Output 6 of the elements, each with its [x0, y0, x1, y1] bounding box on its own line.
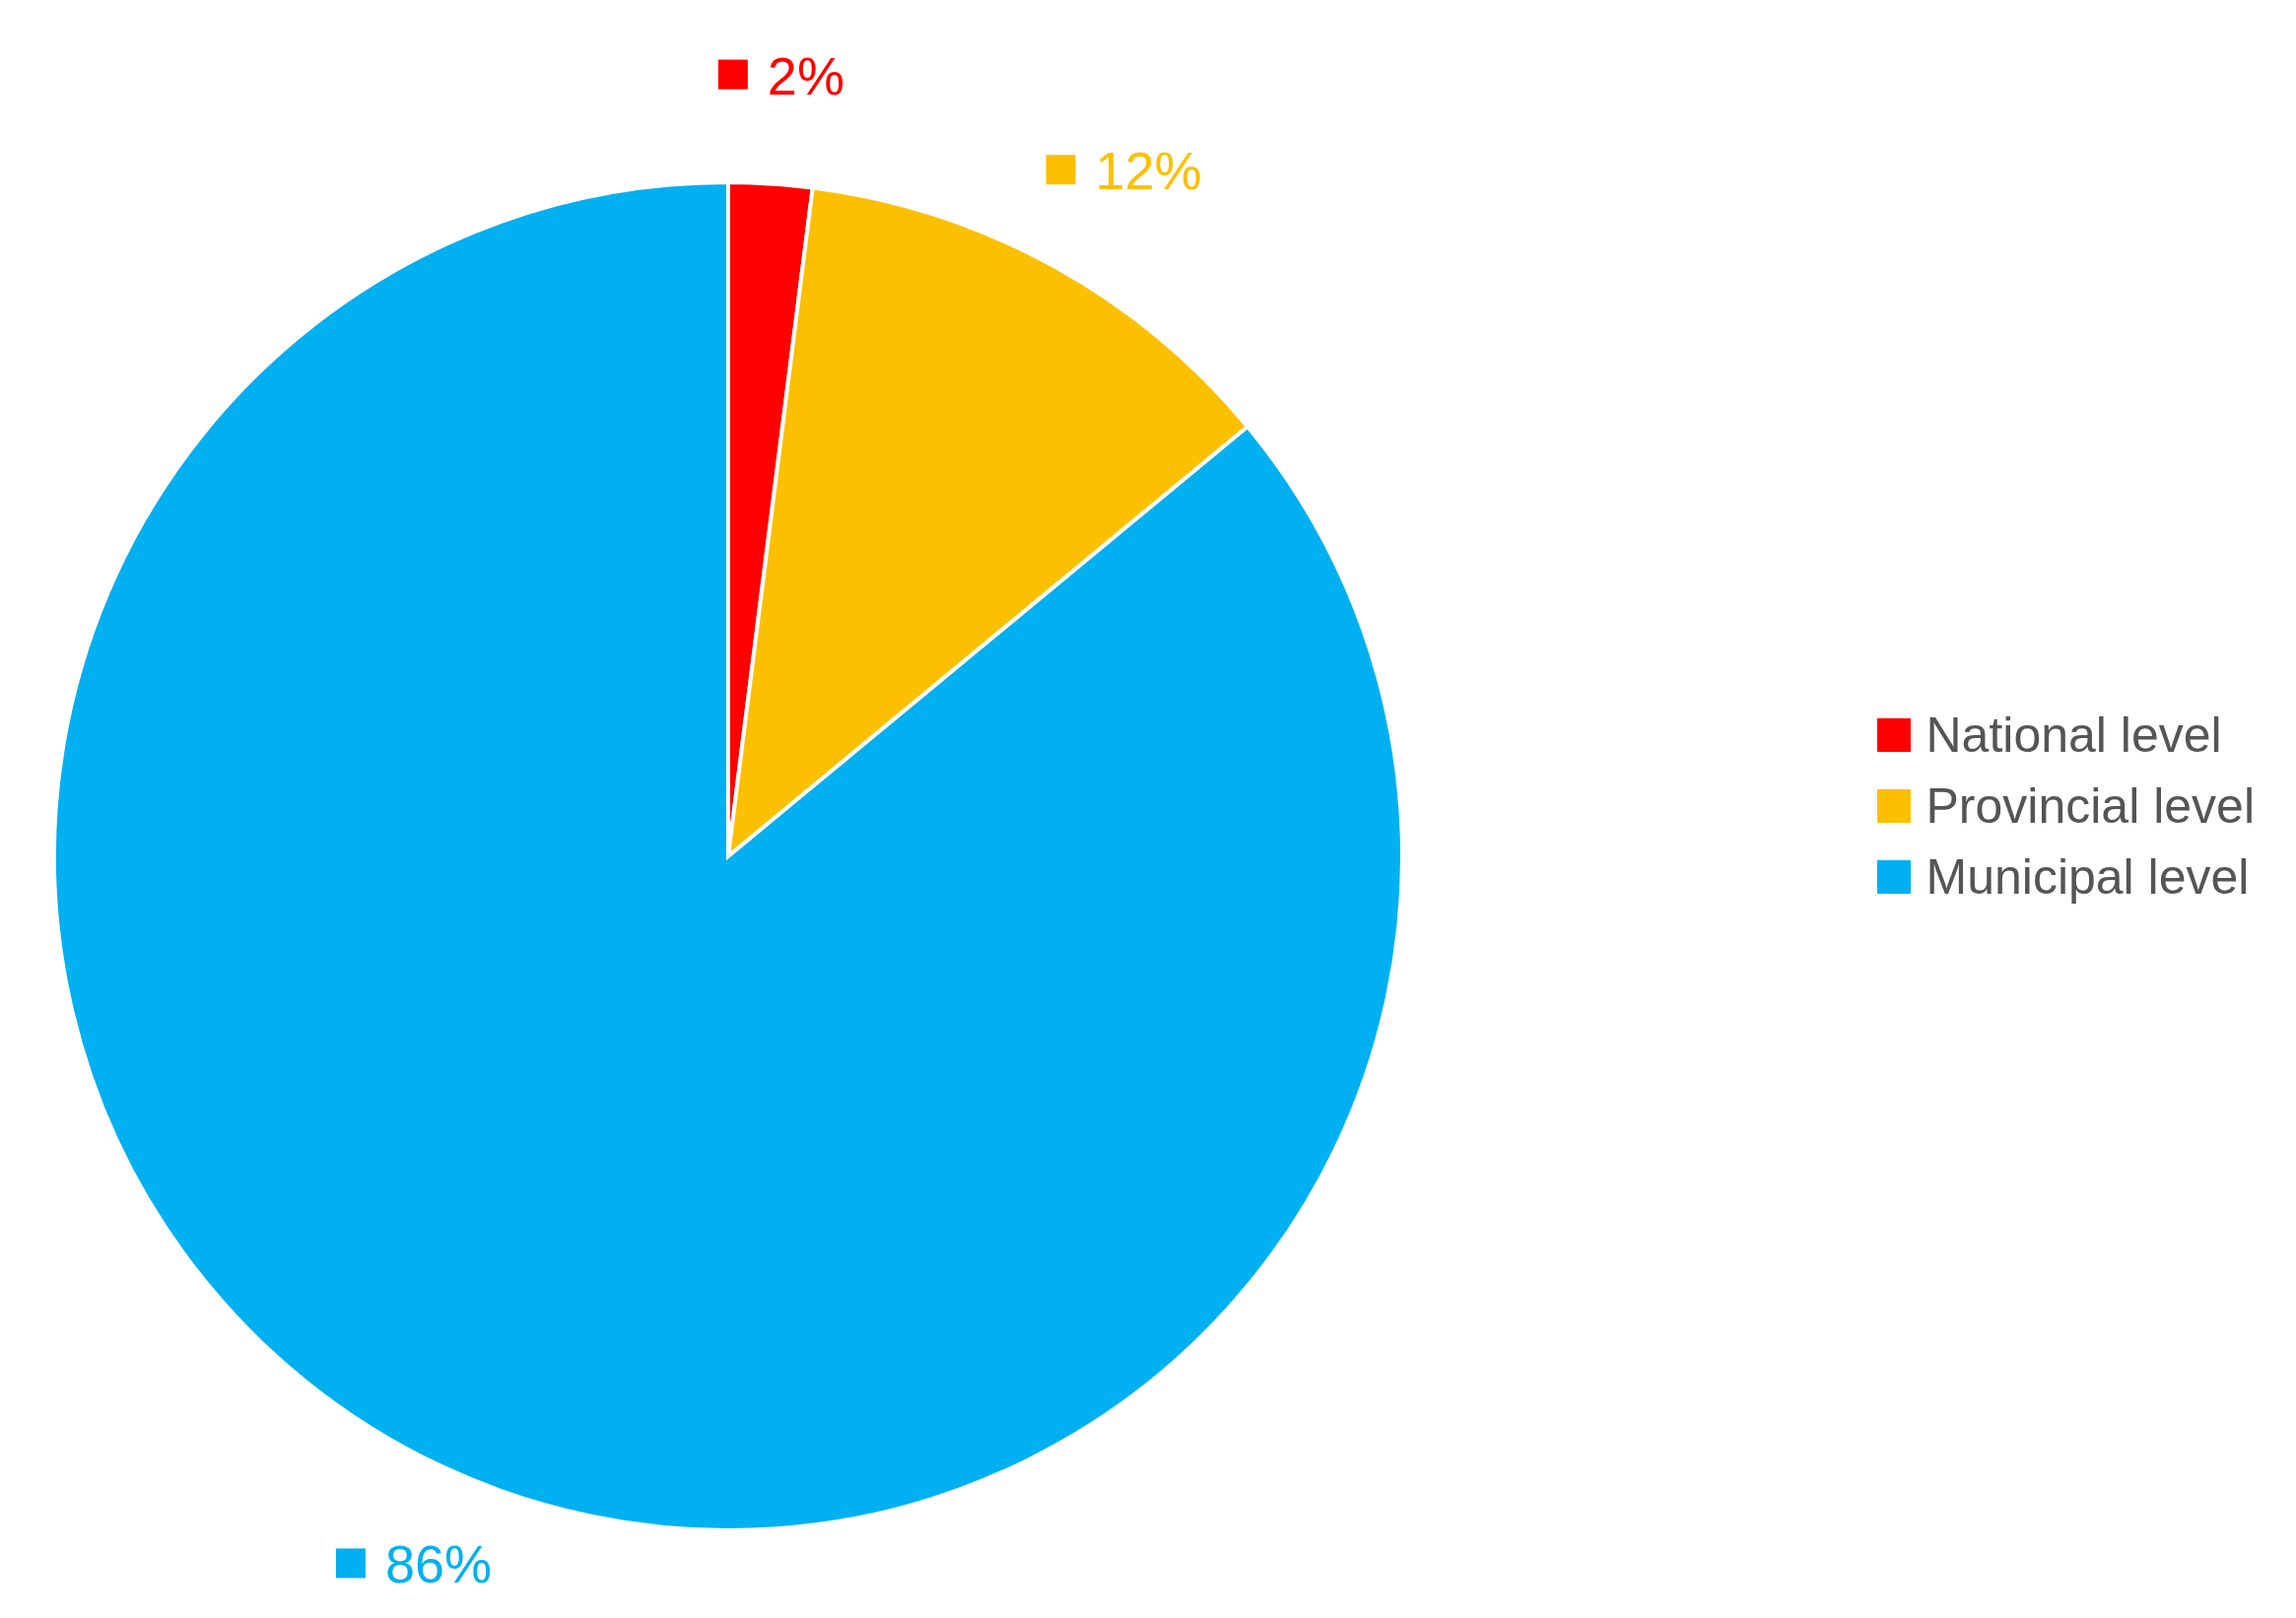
legend-label: Municipal level — [1925, 848, 2250, 906]
data-label: 12% — [1095, 141, 1202, 201]
legend-label: Provincial level — [1925, 777, 2255, 835]
data-label: 2% — [767, 45, 844, 105]
data-label: 86% — [384, 1534, 493, 1594]
legend-label: National level — [1925, 707, 2222, 764]
